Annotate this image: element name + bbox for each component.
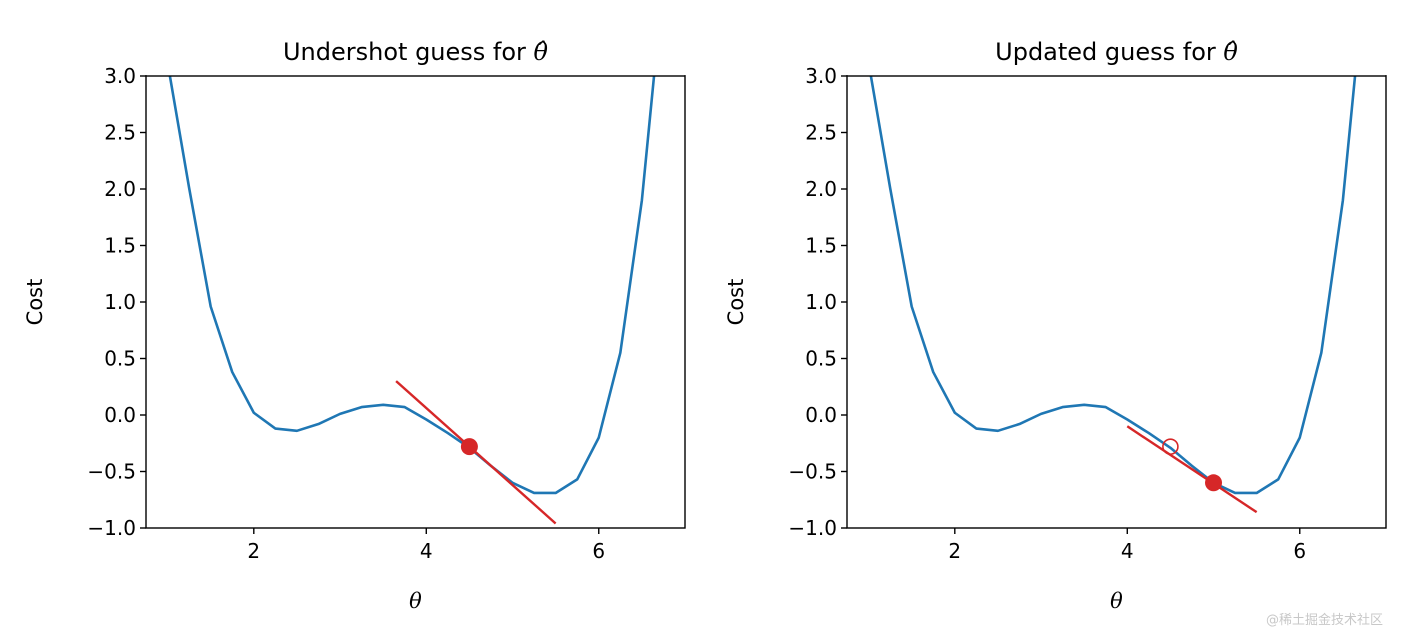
- y-tick-label: 1.5: [805, 234, 837, 258]
- watermark: @稀土掘金技术社区: [1265, 613, 1383, 628]
- y-tick-label: 1.0: [805, 290, 837, 314]
- chart-title: Updated guess for θ̂: [995, 38, 1238, 66]
- y-tick-label: −1.0: [788, 516, 837, 540]
- chart-title: Undershot guess for θ̂: [283, 38, 549, 66]
- guess-point: [460, 438, 478, 456]
- y-tick-label: −0.5: [87, 460, 136, 484]
- x-tick-label: 4: [420, 539, 433, 563]
- y-tick-label: 0.0: [104, 403, 136, 427]
- y-tick-label: −0.5: [788, 460, 837, 484]
- y-tick-label: 3.0: [104, 64, 136, 88]
- tangent-line: [1126, 425, 1258, 514]
- y-tick-label: 0.5: [104, 347, 136, 371]
- y-tick-label: 3.0: [805, 64, 837, 88]
- y-tick-label: −1.0: [87, 516, 136, 540]
- y-tick-label: 0.0: [805, 403, 837, 427]
- y-tick-label: 1.0: [104, 290, 136, 314]
- chart-title-math: θ̂: [534, 38, 549, 66]
- x-axis-label: θ: [409, 589, 422, 613]
- tangent-line: [395, 380, 557, 525]
- y-tick-label: 2.5: [805, 121, 837, 145]
- axes-frame: [846, 75, 1387, 529]
- y-tick-label: 2.5: [104, 121, 136, 145]
- y-tick-label: 0.5: [805, 347, 837, 371]
- chart-title-text: Undershot guess for: [283, 38, 534, 66]
- axes-frame: [145, 75, 686, 529]
- x-axis-label: θ: [1110, 589, 1123, 613]
- x-tick-label: 6: [592, 539, 605, 563]
- x-tick-label: 4: [1121, 539, 1134, 563]
- previous-guess-point: [1162, 438, 1179, 455]
- x-tick-label: 6: [1293, 539, 1306, 563]
- y-tick-label: 1.5: [104, 234, 136, 258]
- x-tick-label: 2: [948, 539, 961, 563]
- chart-title-text: Updated guess for: [995, 38, 1223, 66]
- guess-point: [1205, 474, 1223, 492]
- chart-title-math: θ̂: [1223, 38, 1238, 66]
- chart-panel-1: 2 4 6 −1.0 −0.5 0.0 0.5 1.0 1.5 2.0 2.5 3.0 Undersho…: [23, 38, 686, 613]
- y-axis-label: Cost: [724, 279, 748, 326]
- y-tick-label: 2.0: [104, 177, 136, 201]
- y-axis-label: Cost: [23, 279, 47, 326]
- chart-panel-2: 2 4 6 −1.0 −0.5 0.0 0.5 1.0 1.5 2.0 2.5 3.0 Updated …: [724, 38, 1387, 613]
- cost-curve: [869, 76, 1357, 495]
- y-tick-label: 2.0: [805, 177, 837, 201]
- x-tick-label: 2: [247, 539, 260, 563]
- cost-curve: [168, 76, 656, 495]
